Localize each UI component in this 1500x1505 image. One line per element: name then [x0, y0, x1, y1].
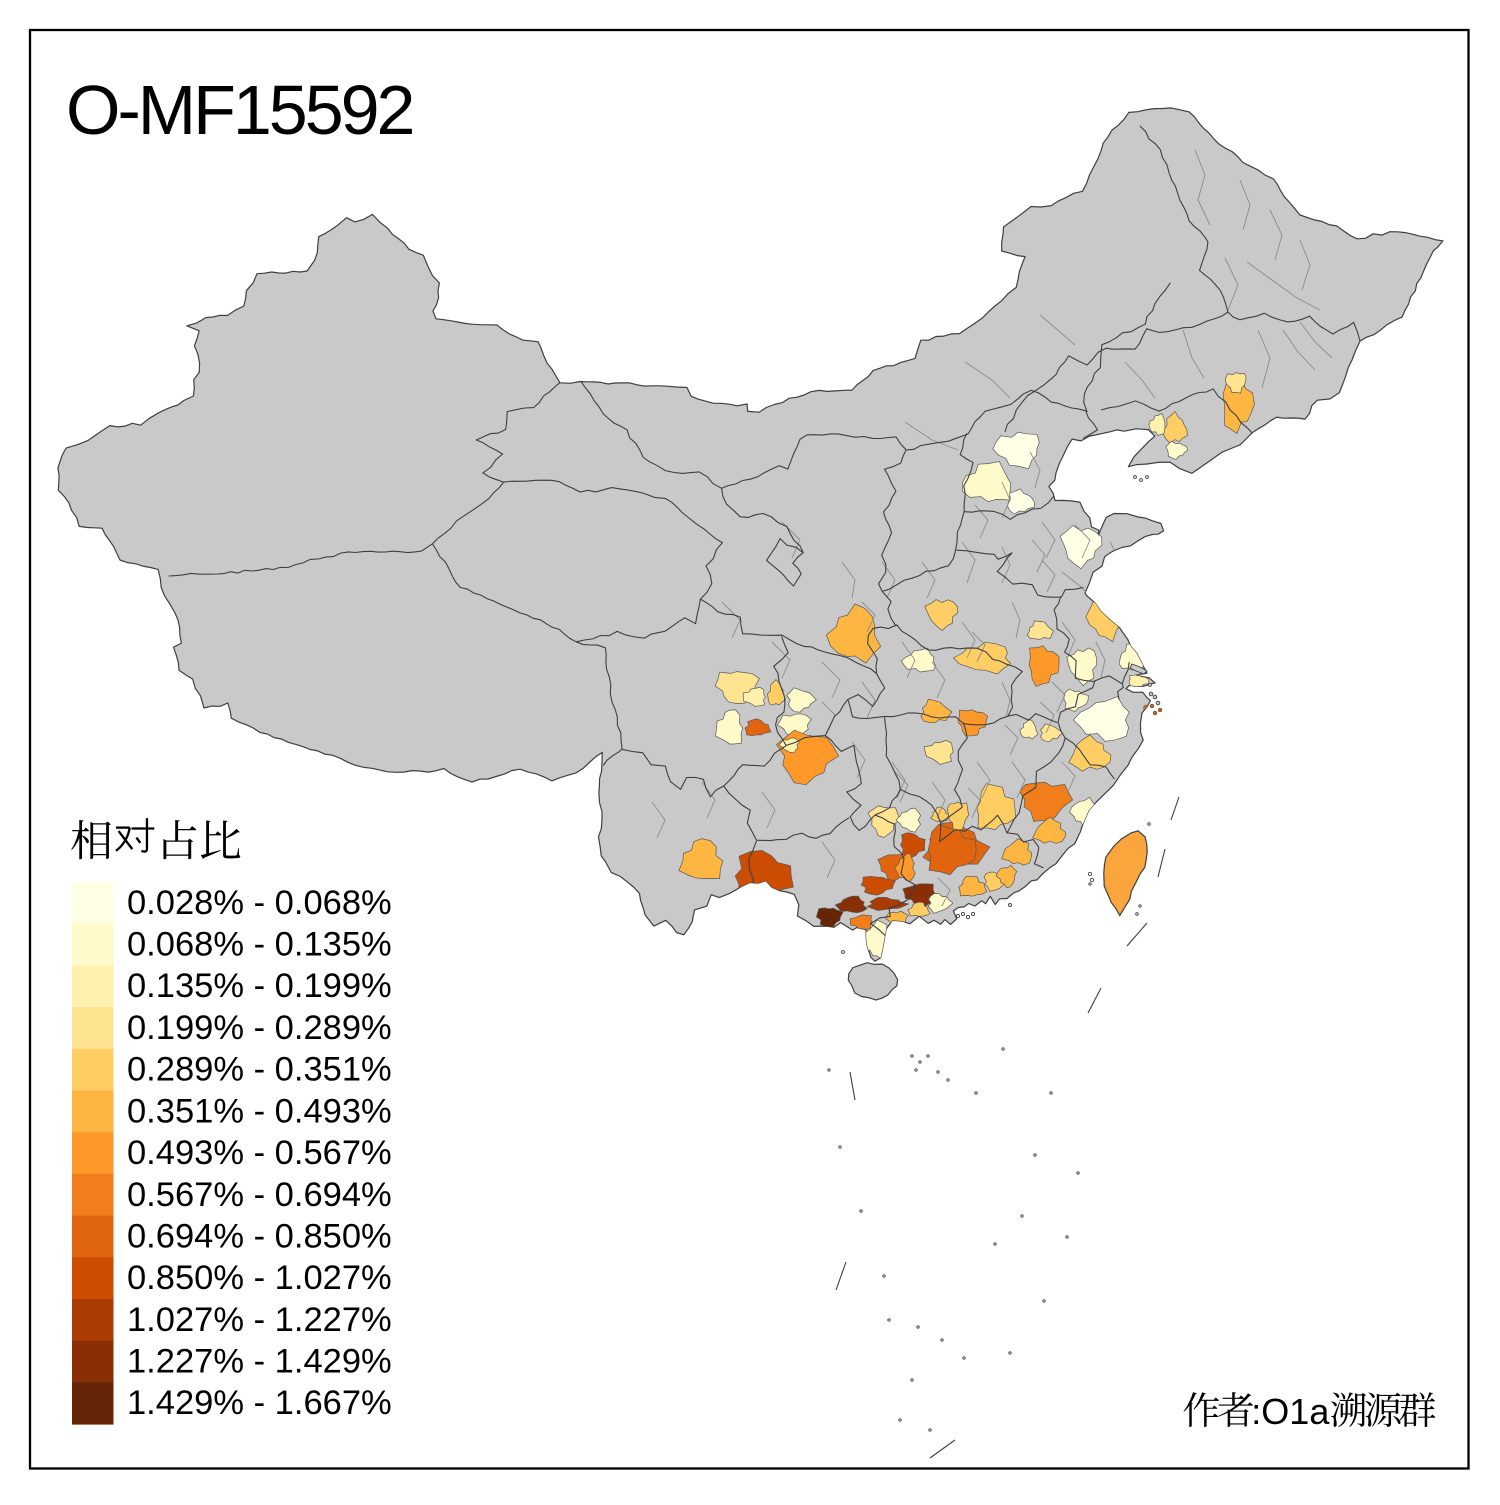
svg-text:0.028% - 0.068%: 0.028% - 0.068%: [127, 884, 392, 922]
svg-text::O1a: :O1a: [1251, 1391, 1330, 1432]
svg-text:0.351% - 0.493%: 0.351% - 0.493%: [127, 1092, 392, 1130]
svg-text:1.429% - 1.667%: 1.429% - 1.667%: [127, 1384, 392, 1422]
svg-text:O-MF15592: O-MF15592: [66, 71, 413, 149]
svg-text:0.850% - 1.027%: 0.850% - 1.027%: [127, 1259, 392, 1297]
svg-text:0.289% - 0.351%: 0.289% - 0.351%: [127, 1051, 392, 1089]
svg-text:1.027% - 1.227%: 1.027% - 1.227%: [127, 1301, 392, 1339]
svg-text:1.227% - 1.429%: 1.227% - 1.429%: [127, 1343, 392, 1381]
svg-text:0.135% - 0.199%: 0.135% - 0.199%: [127, 967, 392, 1005]
svg-text:0.068% - 0.135%: 0.068% - 0.135%: [127, 926, 392, 964]
svg-text:0.199% - 0.289%: 0.199% - 0.289%: [127, 1009, 392, 1047]
svg-text:0.567% - 0.694%: 0.567% - 0.694%: [127, 1176, 392, 1214]
svg-text:0.493% - 0.567%: 0.493% - 0.567%: [127, 1134, 392, 1172]
svg-text:0.694% - 0.850%: 0.694% - 0.850%: [127, 1217, 392, 1255]
